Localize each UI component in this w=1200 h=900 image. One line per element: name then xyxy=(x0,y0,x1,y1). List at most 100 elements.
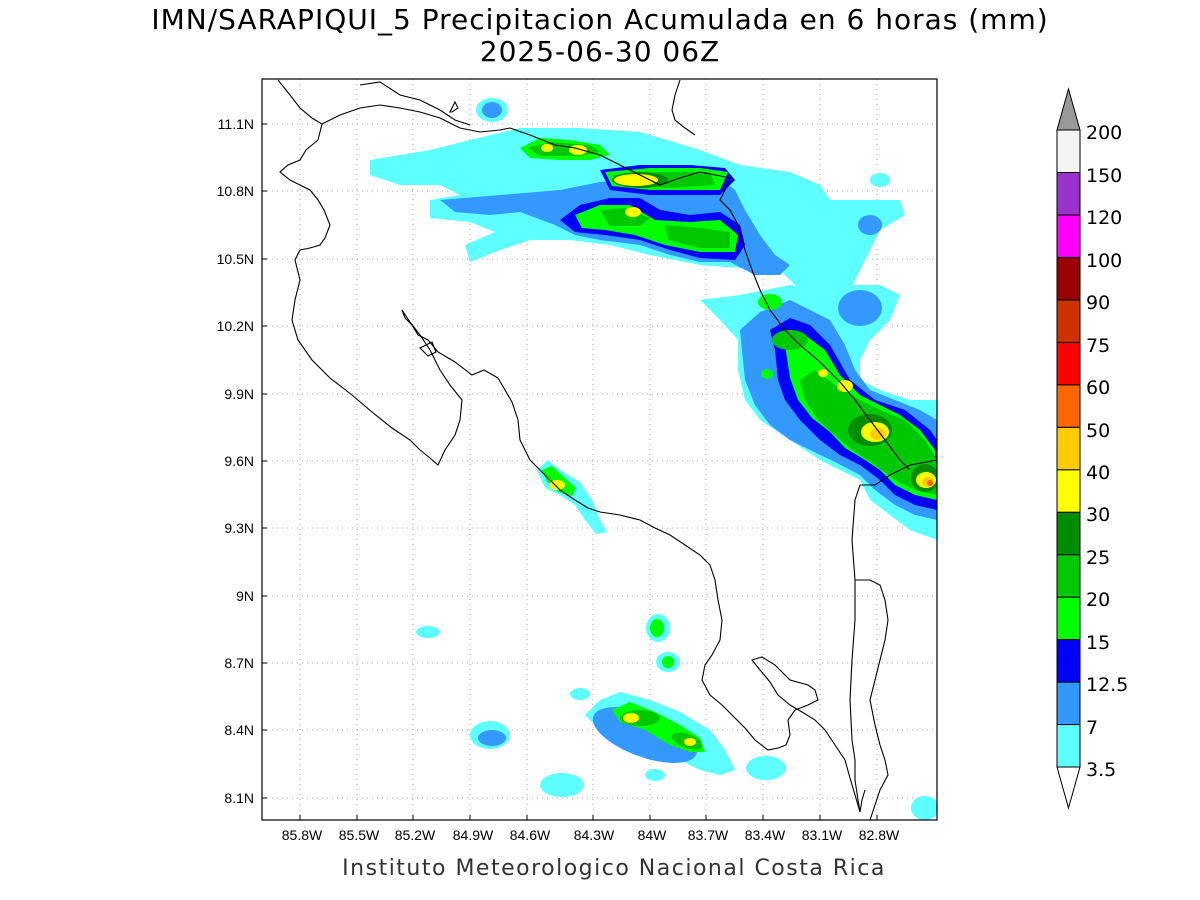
y-tick-label: 8.4N xyxy=(224,722,254,738)
colorbar-label: 20 xyxy=(1086,589,1110,611)
y-tick-label: 8.7N xyxy=(224,655,254,671)
precip-area-cell xyxy=(870,428,886,440)
y-tick-label: 10.2N xyxy=(217,318,254,334)
credit-footer: Instituto Meteorologico Nacional Costa R… xyxy=(342,856,886,881)
map-datetime: 2025-06-30 06Z xyxy=(479,35,721,68)
colorbar-segment xyxy=(1056,341,1081,386)
x-tick-label: 84.3W xyxy=(574,827,615,843)
colorbar-segment xyxy=(1056,214,1081,258)
colorbar-segment xyxy=(1056,171,1081,216)
y-tick-label: 9.9N xyxy=(224,386,254,402)
colorbar-segment xyxy=(1056,724,1081,768)
map-frame xyxy=(261,78,938,821)
precip-area-cell xyxy=(911,796,937,820)
x-tick-label: 85.5W xyxy=(339,827,380,843)
colorbar-segment xyxy=(1056,469,1081,513)
colorbar-label: 90 xyxy=(1086,292,1110,314)
axis-tick-marks xyxy=(262,123,878,820)
precip-area-cell xyxy=(758,294,782,310)
y-tick-labels: 11.1N 10.8N 10.5N 10.2N 9.9N 9.6N 9.3N 9… xyxy=(217,116,254,806)
precip-area-cell xyxy=(927,480,933,486)
x-tick-label: 83.4W xyxy=(745,827,786,843)
precip-area-cell xyxy=(650,619,664,637)
y-tick-label: 9.3N xyxy=(224,520,254,536)
colorbar-segment xyxy=(1056,299,1081,343)
precip-area-cell xyxy=(623,713,639,723)
colorbar-label: 120 xyxy=(1086,207,1122,229)
precip-area-cell xyxy=(570,688,590,700)
colorbar-label: 7 xyxy=(1086,717,1098,739)
lake-nicaragua-shore xyxy=(359,81,471,126)
precip-area-cell xyxy=(761,369,773,379)
map-title: IMN/SARAPIQUI_5 Precipitacion Acumulada … xyxy=(151,3,1049,36)
x-tick-label: 84.9W xyxy=(453,827,494,843)
precip-area-cell xyxy=(772,330,808,350)
coastlines xyxy=(277,79,937,820)
precip-area-cell xyxy=(540,773,584,797)
colorbar-arrow-high xyxy=(1056,87,1081,131)
x-tick-label: 82.8W xyxy=(859,827,900,843)
colorbar-label: 30 xyxy=(1086,504,1110,526)
x-tick-label: 85.8W xyxy=(282,827,323,843)
precip-area-cell xyxy=(858,215,882,235)
precip-area-cell xyxy=(625,207,641,217)
precip-area-cell xyxy=(482,102,502,118)
colorbar-segment xyxy=(1056,511,1081,556)
x-tick-label: 84W xyxy=(638,827,668,843)
island-outline xyxy=(419,341,437,357)
colorbar-segment xyxy=(1056,554,1081,598)
y-tick-label: 10.5N xyxy=(217,251,254,267)
precip-area-cell xyxy=(838,290,882,326)
colorbar xyxy=(1056,87,1081,810)
colorbar-segment xyxy=(1056,639,1081,683)
x-tick-label: 84.6W xyxy=(510,827,551,843)
colorbar-label: 60 xyxy=(1086,377,1110,399)
colorbar-label: 50 xyxy=(1086,420,1110,442)
colorbar-label: 3.5 xyxy=(1086,759,1116,781)
precip-area-cell xyxy=(645,769,665,781)
precip-area-cell xyxy=(746,756,786,780)
colorbar-segment xyxy=(1056,426,1081,471)
border-nicaragua xyxy=(509,127,911,471)
precip-area-cell xyxy=(614,174,658,186)
x-tick-label: 83.7W xyxy=(688,827,729,843)
precip-area-cell xyxy=(870,173,890,187)
precip-area-cell xyxy=(478,730,506,746)
colorbar-segment xyxy=(1056,256,1081,301)
colorbar-label: 150 xyxy=(1086,165,1122,187)
colorbar-segment xyxy=(1056,681,1081,726)
x-tick-labels: 85.8W 85.5W 85.2W 84.9W 84.6W 84.3W 84W … xyxy=(282,827,900,843)
precip-area-cell xyxy=(592,707,698,763)
colorbar-label: 100 xyxy=(1086,250,1122,272)
y-tick-label: 10.8N xyxy=(217,183,254,199)
border-panama xyxy=(859,789,866,813)
precip-area-cell xyxy=(569,145,587,155)
y-tick-label: 8.1N xyxy=(224,790,254,806)
colorbar-label: 25 xyxy=(1086,547,1110,569)
precip-area-north4-20mm xyxy=(665,225,730,248)
colorbar-label: 12.5 xyxy=(1086,674,1128,696)
precip-area-north-20mm xyxy=(600,208,650,226)
y-tick-label: 9.6N xyxy=(224,453,254,469)
precip-area-cell xyxy=(818,369,828,377)
colorbar-segment xyxy=(1056,596,1081,641)
precip-area-cell xyxy=(684,738,696,746)
precip-area-cell xyxy=(416,626,440,638)
coastline-pacific xyxy=(277,79,861,813)
coastline-panama xyxy=(855,579,889,820)
y-tick-label: 9N xyxy=(236,588,254,604)
coastline-caribbean xyxy=(849,459,937,813)
colorbar-label: 40 xyxy=(1086,462,1110,484)
colorbar-label: 15 xyxy=(1086,632,1110,654)
precip-area-cell xyxy=(662,656,674,668)
colorbar-segment xyxy=(1056,384,1081,428)
precip-area-cell xyxy=(541,144,553,152)
colorbar-label: 200 xyxy=(1086,122,1122,144)
colorbar-label: 75 xyxy=(1086,335,1110,357)
precip-field xyxy=(370,98,937,820)
colorbar-segment xyxy=(1056,129,1081,173)
coastline-north xyxy=(321,104,511,133)
border-nicaragua-river xyxy=(671,79,696,136)
colorbar-labels: 3.5 7 12.5 15 20 25 30 40 50 60 75 90 10… xyxy=(1086,122,1128,781)
